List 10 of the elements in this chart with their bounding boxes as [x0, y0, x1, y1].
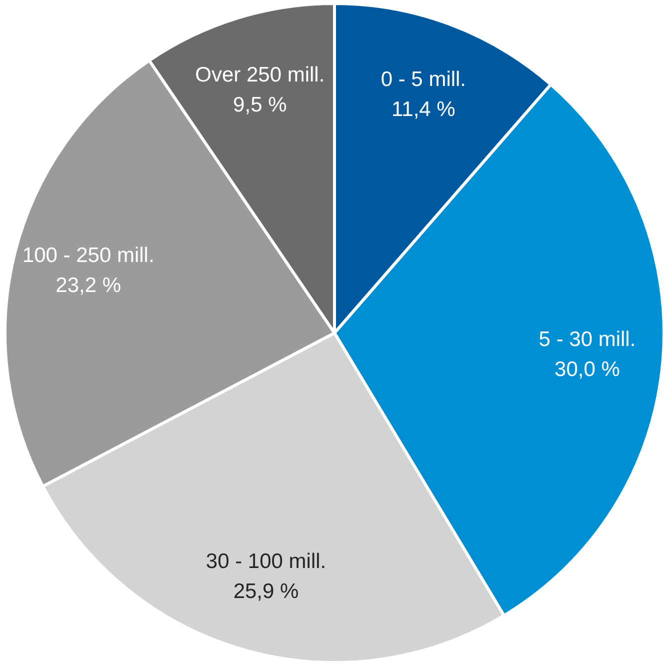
data-label: 23,2 % — [56, 274, 122, 298]
data-label: 25,9 % — [233, 580, 299, 604]
slice-label: 5 - 30 mill. — [538, 328, 636, 352]
slice-label: 100 - 250 mill. — [22, 244, 154, 268]
data-label: 30,0 % — [554, 358, 620, 382]
data-label: 9,5 % — [233, 93, 287, 116]
slice-label: Over 250 mill. — [195, 63, 325, 86]
data-label: 11,4 % — [392, 98, 456, 122]
slice-label: 30 - 100 mill. — [206, 550, 326, 574]
slice-label: 0 - 5 mill. — [380, 68, 466, 92]
